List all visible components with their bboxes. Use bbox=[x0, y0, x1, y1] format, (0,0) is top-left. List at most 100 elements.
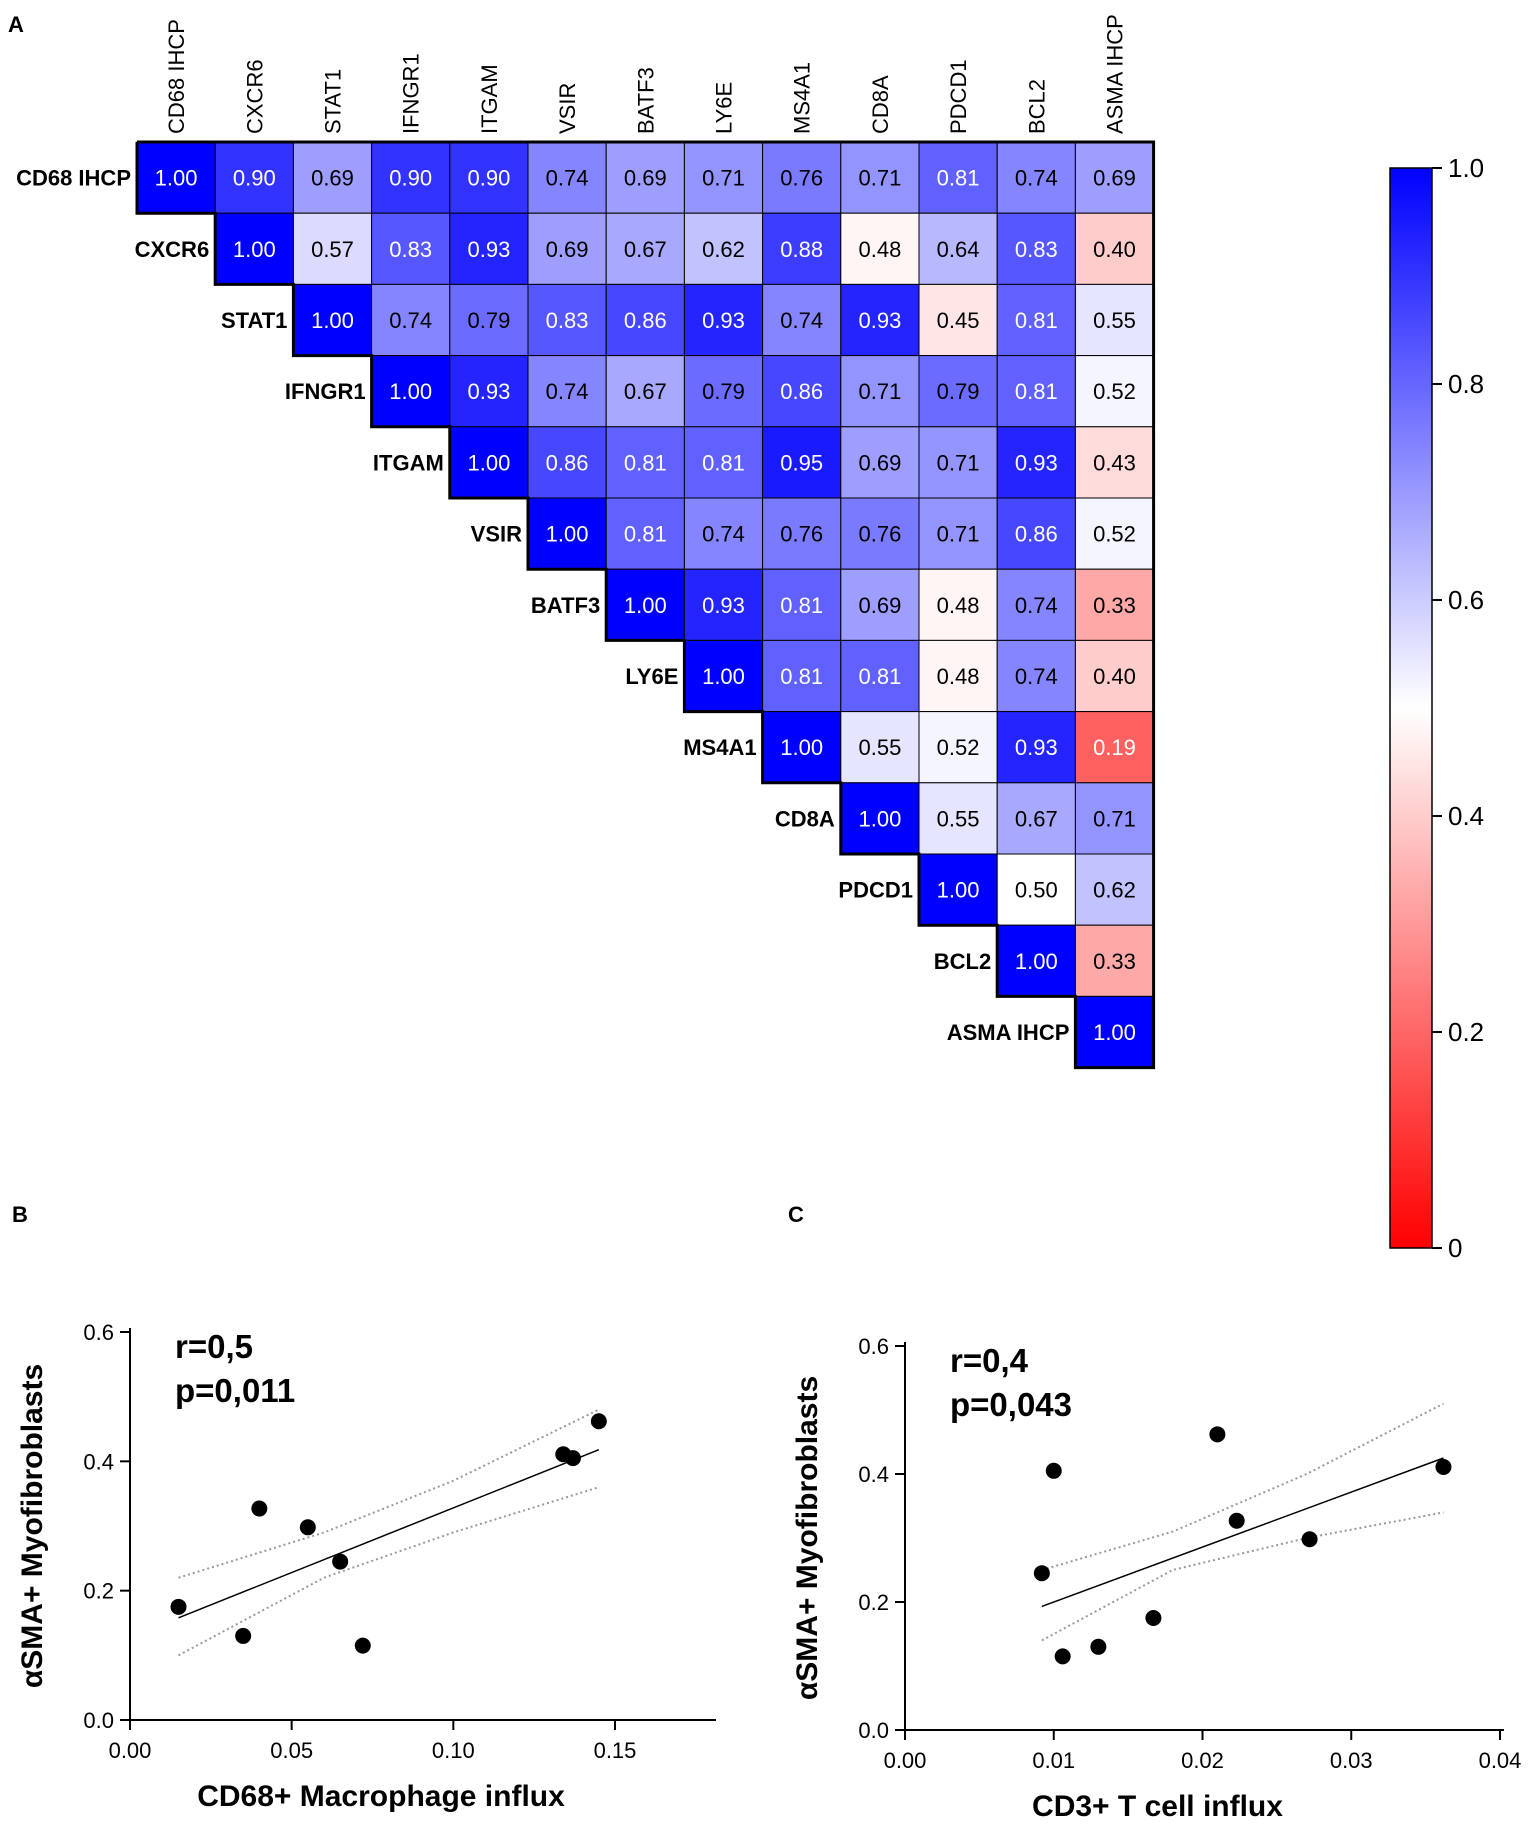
heatmap-value: 1.00 bbox=[937, 878, 980, 903]
ci-lower-band bbox=[1041, 1511, 1444, 1642]
heatmap-value: 0.69 bbox=[858, 450, 901, 475]
heatmap-value: 0.71 bbox=[1093, 806, 1136, 831]
colorbar: 0 0.2 0.4 0.6 0.8 1.0 bbox=[1389, 153, 1484, 1263]
heatmap-cell bbox=[762, 355, 842, 428]
data-point bbox=[1045, 1462, 1062, 1479]
x-axis-label: CD3+ T cell influx bbox=[1032, 1790, 1283, 1823]
heatmap-cell bbox=[527, 141, 607, 214]
column-label: CD8A bbox=[868, 75, 893, 134]
heatmap-value: 0.93 bbox=[702, 308, 745, 333]
panel-label-a: A bbox=[8, 12, 24, 37]
data-point bbox=[235, 1627, 252, 1644]
heatmap-value: 0.76 bbox=[780, 522, 823, 547]
x-tick-label: 0.00 bbox=[884, 1748, 927, 1773]
heatmap-value: 0.57 bbox=[311, 237, 354, 262]
heatmap-value: 0.81 bbox=[624, 450, 667, 475]
regression-line bbox=[178, 1448, 600, 1619]
row-label: VSIR bbox=[471, 522, 522, 547]
heatmap-value: 0.67 bbox=[624, 379, 667, 404]
heatmap-cell bbox=[527, 497, 607, 570]
heatmap-value: 0.90 bbox=[389, 166, 432, 191]
heatmap-value: 0.81 bbox=[702, 450, 745, 475]
heatmap-cell bbox=[136, 141, 216, 214]
heatmap-value: 1.00 bbox=[467, 450, 510, 475]
heatmap-value: 0.33 bbox=[1093, 949, 1136, 974]
heatmap-cell bbox=[605, 426, 685, 499]
heatmap-value: 0.45 bbox=[937, 308, 980, 333]
heatmap-cell bbox=[449, 212, 529, 285]
column-label: CD68 IHCP bbox=[164, 19, 189, 134]
heatmap-value: 0.90 bbox=[233, 166, 276, 191]
data-point bbox=[1054, 1648, 1071, 1665]
heatmap-cell bbox=[762, 639, 842, 713]
heatmap-value: 0.71 bbox=[858, 166, 901, 191]
heatmap-cell bbox=[996, 355, 1076, 428]
heatmap-value: 0.69 bbox=[311, 166, 354, 191]
heatmap-cell bbox=[840, 355, 920, 428]
colorbar-tick-label: 0.8 bbox=[1448, 369, 1484, 399]
heatmap-value: 0.52 bbox=[1093, 379, 1136, 404]
heatmap-value: 0.69 bbox=[858, 593, 901, 618]
heatmap-cell bbox=[1074, 141, 1155, 214]
heatmap-cell bbox=[683, 283, 764, 357]
column-label: ASMA IHCP bbox=[1103, 14, 1128, 134]
heatmap-value: 0.43 bbox=[1093, 450, 1136, 475]
heatmap-value: 0.74 bbox=[1015, 664, 1058, 689]
heatmap-value: 0.33 bbox=[1093, 593, 1136, 618]
heatmap-value: 0.76 bbox=[858, 522, 901, 547]
x-tick-label: 0.15 bbox=[594, 1738, 637, 1763]
heatmap-cell bbox=[527, 212, 607, 285]
row-label: CD8A bbox=[775, 806, 835, 831]
data-point bbox=[1033, 1565, 1050, 1582]
heatmap-value: 0.67 bbox=[1015, 806, 1058, 831]
row-label: CD68 IHCP bbox=[16, 166, 131, 191]
data-point bbox=[170, 1598, 187, 1615]
heatmap-value: 0.67 bbox=[624, 237, 667, 262]
heatmap-cell bbox=[683, 212, 764, 285]
heatmap-cell bbox=[1074, 355, 1155, 428]
heatmap-value: 0.93 bbox=[467, 379, 510, 404]
heatmap-value: 0.83 bbox=[389, 237, 432, 262]
heatmap-value: 0.74 bbox=[780, 308, 823, 333]
heatmap-value: 0.90 bbox=[467, 166, 510, 191]
heatmap-cell bbox=[371, 141, 451, 214]
heatmap-value: 0.81 bbox=[858, 664, 901, 689]
heatmap-value: 0.55 bbox=[858, 735, 901, 760]
heatmap-value: 0.86 bbox=[1015, 522, 1058, 547]
correlation-r: r=0,4 bbox=[950, 1342, 1029, 1379]
heatmap-value: 0.74 bbox=[546, 379, 589, 404]
row-label: MS4A1 bbox=[683, 735, 756, 760]
x-tick-label: 0.10 bbox=[432, 1738, 475, 1763]
heatmap-value: 0.81 bbox=[937, 166, 980, 191]
heatmap-cell bbox=[996, 283, 1076, 357]
heatmap-cell bbox=[449, 355, 529, 428]
heatmap-value: 0.93 bbox=[1015, 450, 1058, 475]
heatmap-value: 0.79 bbox=[702, 379, 745, 404]
heatmap-value: 1.00 bbox=[233, 237, 276, 262]
column-label: PDCD1 bbox=[946, 59, 971, 134]
heatmap-cell bbox=[527, 355, 607, 428]
x-tick-label: 0.01 bbox=[1032, 1748, 1075, 1773]
heatmap-value: 0.88 bbox=[780, 237, 823, 262]
data-point bbox=[564, 1450, 581, 1467]
heatmap-value: 0.74 bbox=[389, 308, 432, 333]
heatmap-cell bbox=[996, 141, 1076, 214]
colorbar-tick-label: 0 bbox=[1448, 1233, 1462, 1263]
heatmap-cell bbox=[527, 283, 607, 357]
heatmap-value: 0.86 bbox=[546, 450, 589, 475]
panel-label-c: C bbox=[788, 1202, 804, 1227]
heatmap-cell bbox=[683, 141, 764, 214]
heatmap-value: 0.81 bbox=[1015, 308, 1058, 333]
heatmap-value: 0.81 bbox=[780, 664, 823, 689]
heatmap-value: 0.69 bbox=[546, 237, 589, 262]
heatmap-cell bbox=[762, 426, 842, 499]
heatmap-value: 0.93 bbox=[858, 308, 901, 333]
ci-upper-band bbox=[1041, 1402, 1444, 1571]
heatmap-cell bbox=[371, 283, 451, 357]
x-tick-label: 0.03 bbox=[1330, 1748, 1373, 1773]
heatmap-cell bbox=[1074, 426, 1155, 499]
heatmap-value: 0.69 bbox=[1093, 166, 1136, 191]
heatmap-cell bbox=[605, 355, 685, 428]
heatmap-cell bbox=[762, 568, 842, 641]
data-point bbox=[1228, 1512, 1245, 1529]
